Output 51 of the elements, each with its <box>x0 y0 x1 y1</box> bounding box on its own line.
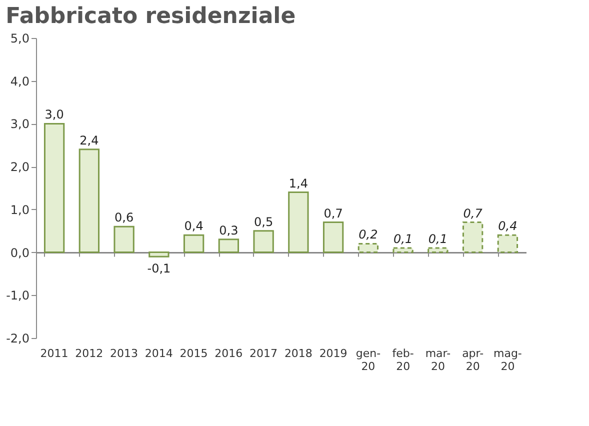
bar <box>44 122 65 254</box>
data-label: 0,6 <box>114 210 134 225</box>
bar <box>497 234 518 254</box>
bar <box>183 234 204 254</box>
x-tick-label: 2011 <box>40 347 68 360</box>
x-tick-label: mag-20 <box>493 347 522 373</box>
bar <box>358 242 379 254</box>
x-tick-label: 2012 <box>75 347 104 360</box>
chart-title: Fabbricato residenziale <box>6 4 296 29</box>
bar <box>218 238 240 254</box>
data-label: 0,1 <box>428 232 448 246</box>
x-tick-label: 2017 <box>250 347 278 360</box>
bar <box>78 148 100 254</box>
data-label: 0,5 <box>254 214 274 229</box>
x-tick-label: 2014 <box>144 347 173 360</box>
bar <box>322 222 344 254</box>
data-label: 3,0 <box>44 108 64 122</box>
x-tick-label: 2019 <box>319 347 348 360</box>
data-label: 0,7 <box>324 206 343 220</box>
y-tick-label: 1,0 <box>10 202 30 217</box>
bar <box>253 230 274 254</box>
bar <box>462 222 484 254</box>
data-label: 0,4 <box>498 219 518 234</box>
x-tick-label: apr-20 <box>462 347 484 373</box>
data-label: 0,3 <box>219 223 238 238</box>
x-tick-label: 2018 <box>284 347 312 360</box>
x-tick-label: 2015 <box>180 347 208 360</box>
data-label: -0,1 <box>147 262 171 276</box>
x-tick-label: 2013 <box>110 347 138 360</box>
bar <box>148 252 170 258</box>
bar <box>288 192 309 254</box>
y-tick-label: -1,0 <box>6 288 30 303</box>
y-tick-label: -2,0 <box>6 332 30 346</box>
y-tick-label: 2,0 <box>10 160 30 174</box>
y-tick-label: 0,0 <box>10 246 30 260</box>
bar <box>428 247 448 254</box>
x-tick-label: mar-20 <box>425 347 451 373</box>
bar <box>392 247 414 254</box>
data-label: 0,4 <box>184 219 204 234</box>
y-tick-label: 3,0 <box>10 117 30 132</box>
data-label: 0,1 <box>394 232 413 246</box>
data-label: 0,7 <box>463 206 483 220</box>
data-label: 2,4 <box>80 133 99 148</box>
bar <box>114 226 134 254</box>
x-tick-label: feb-20 <box>392 347 414 373</box>
data-label: 0,2 <box>358 228 378 242</box>
y-tick-label: 4,0 <box>10 74 30 88</box>
y-tick-label: 5,0 <box>10 32 30 46</box>
x-tick-label: 2016 <box>214 347 243 360</box>
x-tick-label: gen-20 <box>356 347 381 373</box>
data-label: 1,4 <box>288 176 308 190</box>
